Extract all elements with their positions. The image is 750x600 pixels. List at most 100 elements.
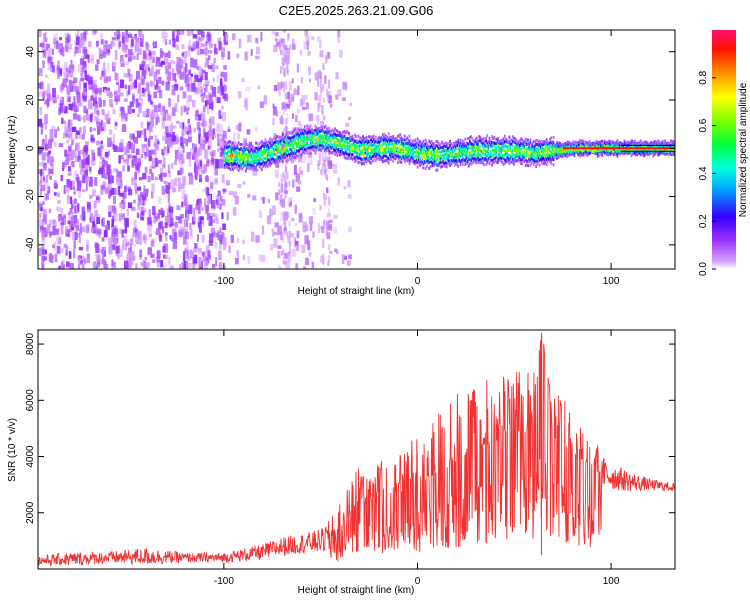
noise-speckle	[296, 90, 299, 95]
ridge-cell	[595, 139, 598, 143]
ridge-cell	[288, 131, 291, 135]
ridge-cell	[459, 141, 462, 145]
noise-speckle	[204, 72, 208, 81]
noise-speckle	[131, 234, 134, 240]
ridge-cell	[464, 137, 467, 141]
ridge-cell	[665, 145, 668, 149]
ridge-cell	[521, 138, 524, 142]
ridge-cell	[235, 158, 238, 162]
noise-speckle	[273, 44, 278, 53]
ridge-cell	[465, 161, 468, 165]
ridge-cell	[658, 148, 661, 152]
noise-speckle	[271, 228, 275, 237]
ridge-cell	[513, 162, 515, 166]
noise-speckle	[199, 178, 203, 182]
ridge-cell	[556, 147, 558, 151]
ridge-cell	[652, 154, 655, 158]
noise-speckle	[44, 31, 48, 36]
noise-speckle	[79, 159, 83, 169]
ridge-cell	[520, 158, 522, 162]
ridge-cell	[572, 151, 575, 155]
noise-speckle	[173, 38, 176, 48]
noise-speckle	[62, 215, 66, 225]
ridge-cell	[341, 136, 343, 140]
noise-speckle	[168, 170, 171, 178]
ridge-cell	[672, 142, 675, 146]
ridge-cell	[445, 145, 448, 149]
noise-speckle	[76, 181, 81, 191]
noise-speckle	[206, 175, 209, 182]
ridge-cell	[472, 160, 475, 164]
ridge-cell	[277, 146, 280, 150]
noise-speckle	[186, 131, 189, 135]
ridge-cell	[602, 143, 605, 147]
noise-speckle	[295, 173, 300, 183]
noise-speckle	[299, 212, 302, 218]
noise-speckle	[328, 95, 332, 104]
ridge-cell	[341, 134, 343, 138]
noise-speckle	[294, 222, 297, 227]
noise-speckle	[67, 154, 72, 162]
noise-speckle	[227, 125, 230, 131]
ridge-cell	[397, 152, 399, 156]
noise-speckle	[104, 43, 109, 53]
noise-speckle	[159, 167, 164, 174]
noise-speckle	[208, 233, 214, 243]
ridge-cell	[659, 151, 662, 155]
ridge-cell	[385, 154, 388, 158]
noise-speckle	[121, 115, 125, 122]
ridge-cell	[275, 158, 277, 162]
ridge-cell	[561, 148, 564, 152]
ridge-cell	[402, 155, 405, 159]
ridge-cell	[523, 155, 526, 159]
noise-speckle	[200, 49, 205, 55]
ridge-cell	[489, 153, 492, 156]
ridge-cell	[394, 145, 397, 149]
ridge-cell	[623, 139, 626, 143]
noise-speckle	[157, 105, 161, 112]
noise-speckle	[117, 172, 122, 178]
ridge-cell	[258, 161, 261, 165]
ridge-cell	[579, 150, 582, 154]
ridge-cell	[323, 130, 326, 134]
ridge-cell	[531, 155, 534, 159]
ridge-cell	[524, 157, 527, 161]
ridge-cell	[474, 160, 477, 164]
ridge-cell	[594, 152, 597, 156]
ridge-cell	[355, 146, 357, 150]
ridge-cell	[226, 158, 228, 162]
noise-speckle	[165, 64, 169, 69]
noise-speckle	[82, 39, 86, 46]
ridge-cell	[352, 143, 355, 147]
ridge-cell	[419, 147, 421, 151]
ridge-cell	[494, 159, 497, 163]
ridge-cell	[510, 138, 513, 142]
ridge-cell	[573, 143, 576, 147]
ridge-cell	[357, 147, 360, 151]
ridge-cell	[330, 143, 333, 147]
ridge-cell	[531, 141, 534, 145]
ridge-cell	[450, 146, 453, 150]
noise-speckle	[95, 64, 99, 71]
ridge-cell	[393, 143, 396, 147]
ridge-cell	[394, 151, 397, 155]
ridge-cell	[380, 147, 383, 151]
ridge-cell	[582, 140, 585, 144]
ridge-cell	[645, 151, 648, 155]
ridge-cell	[671, 152, 673, 156]
ridge-cell	[279, 150, 282, 154]
ridge-cell	[371, 148, 374, 151]
noise-speckle	[165, 32, 169, 39]
ridge-cell	[450, 153, 453, 157]
ridge-cell	[229, 158, 232, 162]
ridge-cell	[629, 141, 632, 145]
ridge-cell	[414, 143, 417, 146]
noise-speckle	[192, 41, 196, 51]
noise-speckle	[154, 147, 157, 158]
noise-speckle	[183, 67, 187, 78]
ridge-cell	[496, 161, 499, 165]
ridge-cell	[262, 157, 264, 161]
ridge-cell	[257, 148, 260, 152]
ridge-cell	[265, 153, 268, 156]
ridge-cell	[314, 143, 317, 146]
